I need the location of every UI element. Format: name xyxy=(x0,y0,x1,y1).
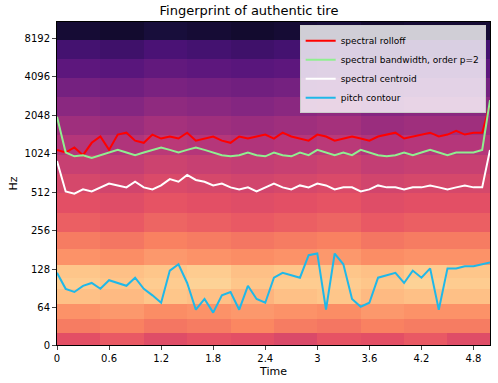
svg-text:2.4: 2.4 xyxy=(257,353,273,364)
svg-text:3.6: 3.6 xyxy=(361,353,377,364)
svg-text:4.8: 4.8 xyxy=(466,353,482,364)
svg-text:0: 0 xyxy=(44,340,50,351)
svg-text:1.8: 1.8 xyxy=(205,353,221,364)
svg-text:spectral bandwidth, order p=2: spectral bandwidth, order p=2 xyxy=(341,55,479,65)
svg-text:spectral centroid: spectral centroid xyxy=(341,74,417,84)
svg-text:0.6: 0.6 xyxy=(101,353,117,364)
svg-text:3: 3 xyxy=(314,353,320,364)
svg-text:2048: 2048 xyxy=(25,110,50,121)
svg-text:64: 64 xyxy=(37,302,50,313)
svg-text:512: 512 xyxy=(31,187,50,198)
svg-text:Fingerprint of authentic tire: Fingerprint of authentic tire xyxy=(160,3,339,18)
svg-text:8192: 8192 xyxy=(25,33,50,44)
svg-text:spectral rolloff: spectral rolloff xyxy=(341,36,407,46)
svg-text:0: 0 xyxy=(54,353,60,364)
svg-text:1.2: 1.2 xyxy=(153,353,169,364)
svg-text:4.2: 4.2 xyxy=(413,353,429,364)
svg-text:1024: 1024 xyxy=(25,148,50,159)
svg-text:Time: Time xyxy=(259,365,287,378)
svg-text:256: 256 xyxy=(31,225,50,236)
svg-text:pitch contour: pitch contour xyxy=(341,93,401,103)
svg-text:128: 128 xyxy=(31,264,50,275)
svg-text:Hz: Hz xyxy=(7,176,20,190)
svg-text:4096: 4096 xyxy=(25,71,50,82)
